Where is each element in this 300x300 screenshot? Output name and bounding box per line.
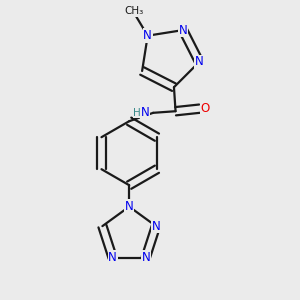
Text: N: N [141,251,150,264]
Text: O: O [201,102,210,115]
Text: N: N [141,106,149,119]
Text: N: N [195,56,204,68]
Text: N: N [108,251,117,264]
Text: N: N [152,220,160,232]
Text: N: N [178,24,188,37]
Text: N: N [143,29,152,42]
Text: N: N [125,200,134,213]
Text: CH₃: CH₃ [124,6,144,16]
Text: H: H [133,107,141,118]
